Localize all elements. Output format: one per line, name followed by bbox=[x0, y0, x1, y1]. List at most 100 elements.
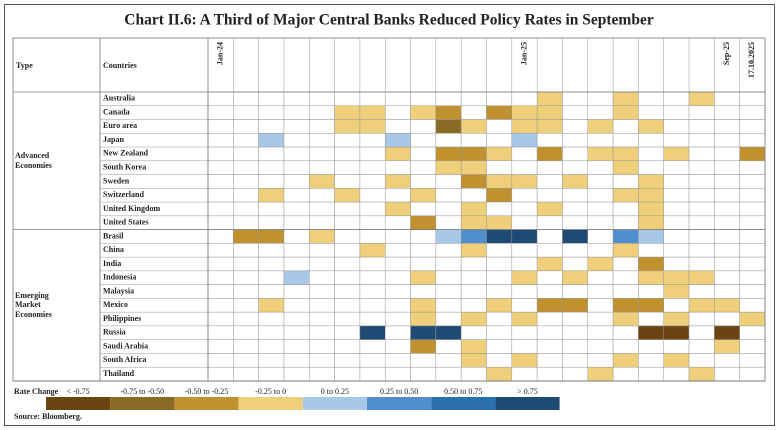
cell-empty bbox=[536, 133, 563, 148]
cell bbox=[663, 311, 690, 327]
cell-empty bbox=[663, 298, 690, 313]
frame bbox=[4, 4, 775, 426]
cell-empty bbox=[233, 353, 259, 368]
cell-empty bbox=[688, 325, 715, 340]
cell-empty bbox=[714, 256, 740, 272]
cell bbox=[536, 201, 563, 217]
cell-empty bbox=[233, 146, 259, 162]
cell-empty bbox=[587, 188, 614, 203]
cell-empty bbox=[384, 256, 411, 272]
cell-empty bbox=[612, 201, 639, 217]
cell bbox=[536, 256, 563, 272]
cell-empty bbox=[207, 339, 234, 354]
cell-empty bbox=[612, 339, 639, 354]
cell-empty bbox=[435, 284, 462, 299]
cell-empty bbox=[562, 146, 589, 162]
cell-empty bbox=[359, 284, 386, 299]
cell-empty bbox=[258, 105, 285, 120]
cell-empty bbox=[233, 174, 259, 189]
cell bbox=[511, 174, 538, 189]
cell-empty bbox=[663, 188, 690, 203]
country-label: United Kingdom bbox=[103, 204, 160, 213]
cell bbox=[460, 119, 487, 134]
cell bbox=[486, 215, 513, 230]
cell-empty bbox=[233, 119, 259, 134]
cell-empty bbox=[612, 256, 639, 272]
cell-empty bbox=[612, 215, 639, 230]
cell-empty bbox=[511, 298, 538, 313]
cell-empty bbox=[207, 325, 234, 340]
cell-empty bbox=[739, 105, 766, 120]
cell-empty bbox=[283, 215, 310, 230]
cell bbox=[739, 311, 766, 327]
cell-empty bbox=[714, 201, 740, 217]
cell-empty bbox=[435, 339, 462, 354]
cell-empty bbox=[562, 325, 589, 340]
cell-empty bbox=[283, 256, 310, 272]
cell bbox=[258, 229, 285, 244]
cell bbox=[663, 284, 690, 299]
cell-empty bbox=[688, 119, 715, 134]
cell bbox=[688, 270, 715, 285]
cell bbox=[460, 229, 487, 244]
cell-empty bbox=[688, 160, 715, 175]
cell-empty bbox=[334, 160, 361, 175]
cell-empty bbox=[511, 215, 538, 230]
cell-empty bbox=[283, 146, 310, 162]
cell-empty bbox=[410, 229, 437, 244]
cell-empty bbox=[714, 105, 740, 120]
cell-empty bbox=[714, 160, 740, 175]
cell bbox=[714, 298, 740, 313]
cell-empty bbox=[283, 133, 310, 148]
cell-empty bbox=[688, 215, 715, 230]
cell-empty bbox=[714, 284, 740, 299]
cell-empty bbox=[663, 215, 690, 230]
cell-empty bbox=[739, 284, 766, 299]
cell-empty bbox=[612, 174, 639, 189]
cell-empty bbox=[384, 160, 411, 175]
cell-empty bbox=[283, 339, 310, 354]
cell-empty bbox=[233, 284, 259, 299]
cell bbox=[460, 243, 487, 258]
source: Source: Bloomberg. bbox=[14, 412, 82, 421]
cell-empty bbox=[714, 353, 740, 368]
cell bbox=[612, 229, 639, 244]
cell-empty bbox=[384, 243, 411, 258]
cell-empty bbox=[562, 91, 589, 107]
cell-empty bbox=[739, 160, 766, 175]
cell-empty bbox=[309, 146, 335, 162]
cell-empty bbox=[435, 243, 462, 258]
legend-label: -0.75 to -0.50 bbox=[121, 387, 165, 396]
cell-empty bbox=[359, 174, 386, 189]
cell-empty bbox=[638, 105, 664, 120]
cell-empty bbox=[536, 160, 563, 175]
cell bbox=[486, 188, 513, 203]
cell bbox=[460, 353, 487, 368]
cell-empty bbox=[384, 188, 411, 203]
cell-empty bbox=[511, 188, 538, 203]
cell bbox=[612, 243, 639, 258]
cell bbox=[536, 146, 563, 162]
cell bbox=[435, 160, 462, 175]
cell-empty bbox=[435, 215, 462, 230]
cell bbox=[460, 339, 487, 354]
cell-empty bbox=[486, 133, 513, 148]
cell bbox=[638, 270, 664, 285]
cell bbox=[384, 133, 411, 148]
cell-empty bbox=[359, 339, 386, 354]
cell-empty bbox=[587, 160, 614, 175]
cell-empty bbox=[562, 119, 589, 134]
cell-empty bbox=[258, 366, 285, 382]
cell-empty bbox=[309, 91, 335, 107]
cell-empty bbox=[714, 366, 740, 382]
cell bbox=[587, 366, 614, 382]
country-label: South Africa bbox=[103, 355, 146, 364]
cell-empty bbox=[536, 229, 563, 244]
cell-empty bbox=[258, 201, 285, 217]
country-label: Japan bbox=[103, 135, 124, 144]
cell-empty bbox=[359, 298, 386, 313]
cell-empty bbox=[233, 256, 259, 272]
country-label: Mexico bbox=[103, 300, 128, 309]
legend-swatch bbox=[110, 397, 175, 410]
cell-empty bbox=[435, 188, 462, 203]
